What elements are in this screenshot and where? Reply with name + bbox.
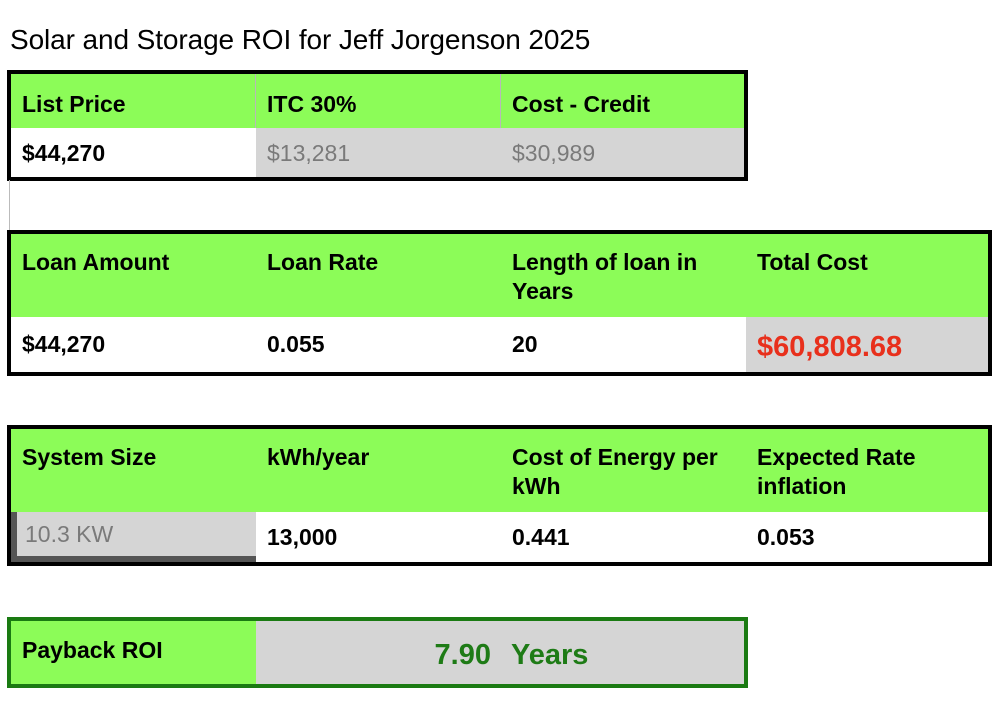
cell-itc[interactable]: $13,281 bbox=[256, 128, 501, 177]
payback-cell[interactable]: 7.90 Years bbox=[256, 621, 744, 684]
cell-cost-credit[interactable]: $30,989 bbox=[501, 128, 744, 177]
loan-table: Loan Amount Loan Rate Length of loan in … bbox=[7, 230, 992, 376]
cell-loan-amount[interactable]: $44,270 bbox=[11, 317, 256, 372]
header-list-price: List Price bbox=[11, 74, 256, 128]
header-itc: ITC 30% bbox=[256, 74, 501, 128]
header-cost-credit: Cost - Credit bbox=[501, 74, 744, 128]
header-total-cost: Total Cost bbox=[746, 234, 988, 317]
payback-unit: Years bbox=[511, 639, 589, 671]
page-title: Solar and Storage ROI for Jeff Jorgenson… bbox=[10, 24, 591, 55]
header-loan-length: Length of loan in Years bbox=[501, 234, 746, 317]
header-rate-inflation: Expected Rate inflation bbox=[746, 429, 988, 512]
cell-rate-inflation[interactable]: 0.053 bbox=[746, 512, 988, 562]
cell-loan-length[interactable]: 20 bbox=[501, 317, 746, 372]
payback-label: Payback ROI bbox=[11, 621, 256, 684]
cell-total-cost[interactable]: $60,808.68 bbox=[746, 317, 988, 372]
cell-system-size[interactable]: 10.3 KW bbox=[11, 512, 256, 562]
header-system-size: System Size bbox=[11, 429, 256, 512]
cell-loan-rate[interactable]: 0.055 bbox=[256, 317, 501, 372]
header-kwh-year: kWh/year bbox=[256, 429, 501, 512]
cell-kwh-year[interactable]: 13,000 bbox=[256, 512, 501, 562]
cell-cost-energy[interactable]: 0.441 bbox=[501, 512, 746, 562]
payback-table: Payback ROI 7.90 Years bbox=[7, 617, 748, 688]
cell-list-price[interactable]: $44,270 bbox=[11, 128, 256, 177]
header-loan-rate: Loan Rate bbox=[256, 234, 501, 317]
payback-value: 7.90 bbox=[434, 639, 491, 671]
header-cost-energy: Cost of Energy per kWh bbox=[501, 429, 746, 512]
price-table: List Price ITC 30% Cost - Credit $44,270… bbox=[7, 70, 748, 181]
system-table: System Size kWh/year Cost of Energy per … bbox=[7, 425, 992, 566]
header-loan-amount: Loan Amount bbox=[11, 234, 256, 317]
divider bbox=[9, 180, 10, 230]
